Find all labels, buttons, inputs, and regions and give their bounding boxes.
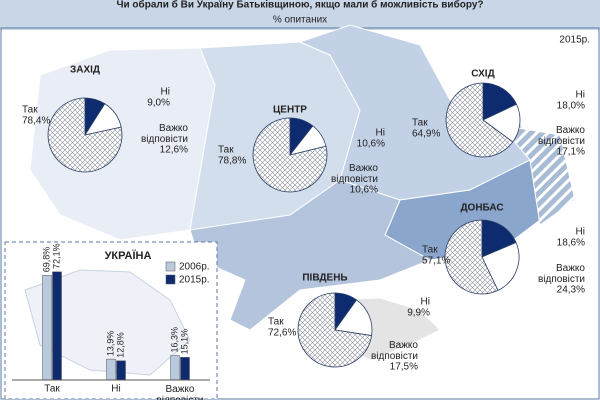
header-band [0,0,600,30]
bar [116,360,126,381]
bar-value-label: 16,3% [169,327,179,353]
subtitle: % опитаних [273,15,327,26]
answer-value: 64,9% [412,129,440,140]
bar-value-label: 72,1% [51,243,61,269]
south-region [189,179,432,331]
answer-value: 18,6% [557,238,585,249]
pie-slice [297,292,373,368]
map [29,24,576,361]
pie-slice [445,82,514,158]
bar [106,358,116,381]
answer-label: Важко відповісти [371,340,418,362]
answer-value: 18,0% [557,101,585,112]
answer-value: 17,5% [390,362,418,373]
bar-value-label: 12,8% [115,332,125,358]
pie-slice [482,82,518,121]
answer-value: 10,6% [350,185,378,196]
answer-value: 24,3% [557,285,585,296]
answer-label: Так [268,317,284,328]
pie-slice [334,299,373,337]
answer-label: Важко відповісти [141,123,188,145]
answer-label: Ні [576,90,585,101]
answer-value: 78,4% [22,116,50,127]
answer-label: Ні [161,87,170,98]
inset-title: УКРАЇНА [105,249,152,262]
title: Чи обрали б Ви Україну Батьківщиною, якщ… [116,0,483,11]
answer-label: Ні [421,297,430,308]
category-label: Ні [111,384,120,395]
pie-slice [481,219,517,258]
bar [42,275,52,381]
region-name: ЦЕНТР [273,105,307,116]
bar [52,271,62,381]
answer-value: 10,6% [357,139,385,150]
bar-value-label: 15,1% [179,329,189,355]
pie-slice [481,241,520,291]
pie-slice [444,219,499,295]
legend-label: 2006р. [179,262,210,273]
category-label: Так [44,384,60,395]
pie-slice [252,117,328,193]
answer-label: Важко відповісти [538,263,585,285]
answer-value: 78,8% [218,156,246,167]
region-name: ПІВДЕНЬ [302,273,347,284]
answer-label: Важко відповісти [331,163,378,185]
answer-label: Так [412,118,428,129]
answer-value: 57,1% [422,256,450,267]
answer-label: Ні [576,227,585,238]
answer-label: Важко відповісти [538,125,585,147]
answer-value: 12,6% [160,145,188,156]
occupied-area [498,124,576,226]
answer-label: Ні [376,128,385,139]
legend-label: 2015р. [179,275,210,286]
region-name: СХІД [471,69,494,80]
bar-value-label: 13,9% [105,331,115,357]
answer-label: Так [218,145,234,156]
pie-slice [47,97,123,173]
answer-value: 9,0% [147,98,170,109]
frame [0,27,600,400]
bar-value-label: 69,8% [41,247,51,273]
legend-swatch [165,261,176,272]
answer-value: 17,1% [557,147,585,158]
legend-swatch [165,274,176,285]
answer-value: 9,9% [407,308,430,319]
answer-value: 72,6% [268,328,296,339]
region-name: ЗАХІД [70,65,100,76]
answer-label: Так [22,105,38,116]
region-name: ДОНБАС [460,203,503,214]
bar [170,355,180,381]
answer-label: Так [422,245,438,256]
year: 2015р. [559,35,590,46]
bar [180,357,190,381]
